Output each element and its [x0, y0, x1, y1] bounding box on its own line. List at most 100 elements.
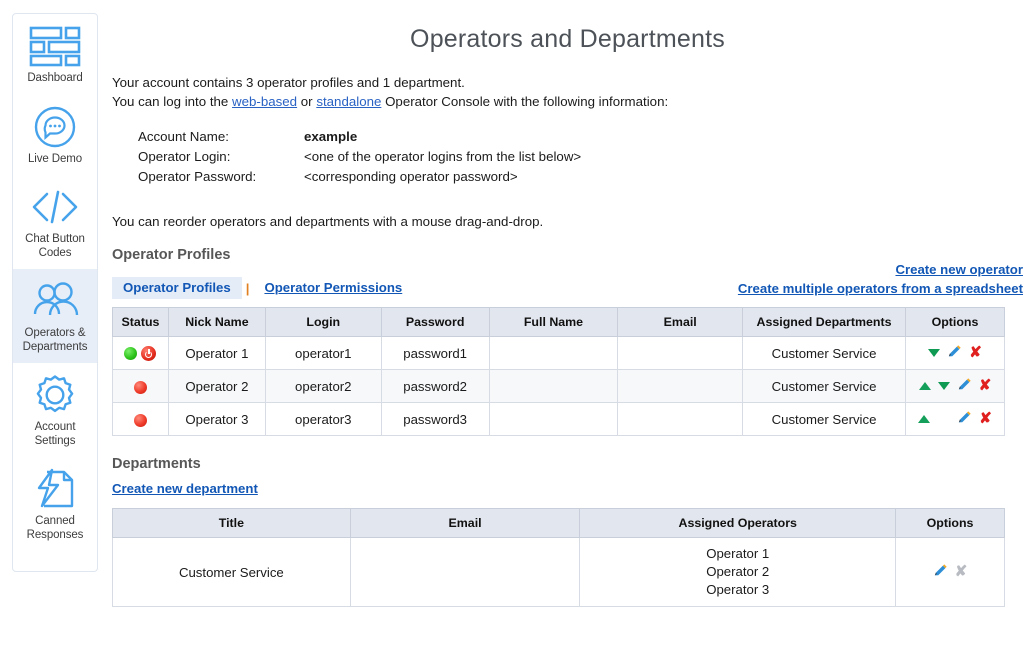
- departments-heading: Departments: [112, 456, 201, 472]
- delete-icon[interactable]: ✘: [978, 377, 992, 394]
- department-title: Customer Service: [112, 537, 351, 607]
- assigned-operator-item: Operator 1: [706, 546, 770, 561]
- move-up-icon[interactable]: [918, 415, 931, 423]
- code-brackets-icon: [16, 184, 94, 230]
- sidebar-item-account-settings[interactable]: Account Settings: [13, 363, 97, 457]
- options-group: ✘: [918, 411, 992, 427]
- chat-bubble-circle-icon: [16, 104, 94, 150]
- credential-value: <one of the operator logins from the lis…: [304, 149, 582, 164]
- edit-pencil-icon[interactable]: [957, 377, 972, 395]
- operator-options-cell: ✘: [904, 402, 1006, 436]
- options-group: ✘: [918, 377, 992, 395]
- operator-profiles-heading: Operator Profiles: [112, 247, 231, 263]
- operator-full-name: [488, 336, 619, 370]
- column-header-password: Password: [380, 307, 490, 337]
- main-content: Operators and Departments Your account c…: [112, 0, 1023, 652]
- sidebar-item-canned-responses[interactable]: Canned Responses: [13, 457, 97, 551]
- operator-status-cell[interactable]: [112, 336, 169, 370]
- credential-label: Operator Login:: [138, 149, 231, 164]
- delete-icon-disabled: ✘: [954, 562, 968, 580]
- intro-text: Your account contains 3 operator profile…: [112, 73, 1023, 111]
- delete-icon[interactable]: ✘: [979, 410, 992, 427]
- options-group: ✘: [933, 562, 968, 581]
- table-row: Operator 3 operator3 password3 Customer …: [112, 402, 1006, 436]
- sidebar-item-live-demo[interactable]: Live Demo: [13, 95, 97, 176]
- column-header-nick-name: Nick Name: [167, 307, 266, 337]
- power-off-icon[interactable]: [141, 346, 157, 361]
- page-title: Operators and Departments: [410, 25, 725, 53]
- operator-password: password2: [380, 369, 490, 403]
- status-offline-dot: [133, 380, 147, 394]
- credentials-list: Account Name: example Operator Login: <o…: [138, 127, 1023, 187]
- delete-icon[interactable]: ✘: [969, 344, 982, 361]
- operator-status-cell[interactable]: [112, 369, 169, 403]
- operator-assigned-departments: Customer Service: [742, 402, 906, 436]
- intro-line-1: Your account contains 3 operator profile…: [112, 75, 465, 90]
- department-options-cell: ✘: [895, 537, 1005, 607]
- tab-operator-permissions[interactable]: Operator Permissions: [264, 280, 403, 295]
- intro-line-2-mid: or: [297, 94, 317, 109]
- table-row: Customer Service Operator 1 Operator 2 O…: [112, 537, 1005, 607]
- column-header-email: Email: [349, 508, 581, 538]
- move-down-placeholder: [937, 415, 950, 423]
- operator-login: operator2: [264, 369, 382, 403]
- sidebar-item-operators-departments[interactable]: Operators & Departments: [13, 269, 97, 363]
- table-row: Operator 2 operator2 password2 Customer …: [112, 369, 1006, 403]
- department-assigned-operators: Operator 1 Operator 2 Operator 3: [579, 537, 897, 607]
- column-header-status: Status: [112, 307, 169, 337]
- operator-nick-name: Operator 2: [167, 369, 266, 403]
- operator-full-name: [488, 402, 619, 436]
- status-online-dot: [124, 347, 138, 360]
- credential-value: example: [304, 129, 358, 144]
- operator-full-name: [488, 369, 619, 403]
- operators-table: Status Nick Name Login Password Full Nam…: [112, 307, 1006, 436]
- operator-nick-name: Operator 3: [167, 402, 266, 436]
- lightning-page-icon: [16, 466, 94, 512]
- create-multiple-operators-link[interactable]: Create multiple operators from a spreads…: [737, 281, 1023, 296]
- column-header-full-name: Full Name: [488, 307, 619, 337]
- edit-pencil-icon[interactable]: [957, 410, 972, 428]
- standalone-link[interactable]: standalone: [316, 94, 382, 109]
- create-new-operator-link[interactable]: Create new operator: [895, 262, 1023, 277]
- operator-create-links: Create new operator Create multiple oper…: [738, 260, 1023, 298]
- sidebar-item-label: Chat Button Codes: [25, 233, 85, 259]
- operator-password: password3: [380, 402, 490, 436]
- sidebar-item-chat-button-codes[interactable]: Chat Button Codes: [13, 175, 97, 269]
- status-offline-dot: [133, 413, 147, 427]
- operator-login: operator3: [264, 402, 382, 436]
- two-people-icon: [16, 278, 94, 324]
- sidebar-item-dashboard[interactable]: Dashboard: [13, 14, 97, 95]
- sidebar-nav: Dashboard Live Demo: [12, 13, 98, 572]
- credential-label: Account Name:: [138, 129, 229, 144]
- tab-operator-profiles[interactable]: Operator Profiles: [112, 277, 242, 299]
- departments-table: Title Email Assigned Operators Options C…: [112, 508, 1005, 607]
- assigned-operator-item: Operator 2: [706, 564, 770, 579]
- column-header-options: Options: [895, 508, 1005, 538]
- sidebar-item-label: Account Settings: [34, 421, 76, 447]
- sidebar-item-label: Operators & Departments: [22, 327, 88, 353]
- credential-row: Account Name: example: [138, 127, 1023, 147]
- web-based-link[interactable]: web-based: [232, 94, 298, 109]
- operator-options-cell: ✘: [904, 336, 1006, 370]
- assigned-operator-item: Operator 3: [706, 582, 770, 597]
- intro-line-2-post: Operator Console with the following info…: [381, 94, 669, 109]
- create-new-department-link[interactable]: Create new department: [112, 481, 258, 496]
- departments-table-header-row: Title Email Assigned Operators Options: [112, 508, 1005, 538]
- table-row: Operator 1 operator1 password1 Customer …: [112, 336, 1006, 370]
- move-up-icon[interactable]: [918, 382, 931, 390]
- column-header-login: Login: [264, 307, 382, 337]
- operator-status-cell[interactable]: [112, 402, 169, 436]
- edit-pencil-icon[interactable]: [933, 563, 948, 581]
- column-header-options: Options: [904, 307, 1006, 337]
- intro-line-2-pre: You can log into the: [112, 94, 233, 109]
- operator-tabs-row: Operator Profiles | Operator Permissions…: [112, 262, 1023, 303]
- operator-options-cell: ✘: [904, 369, 1006, 403]
- column-header-title: Title: [112, 508, 351, 538]
- move-down-icon[interactable]: [928, 349, 941, 357]
- department-email: [349, 537, 581, 607]
- edit-pencil-icon[interactable]: [947, 344, 962, 362]
- tab-separator: |: [245, 280, 250, 296]
- move-down-icon[interactable]: [937, 382, 950, 390]
- credential-row: Operator Password: <corresponding operat…: [138, 167, 1023, 187]
